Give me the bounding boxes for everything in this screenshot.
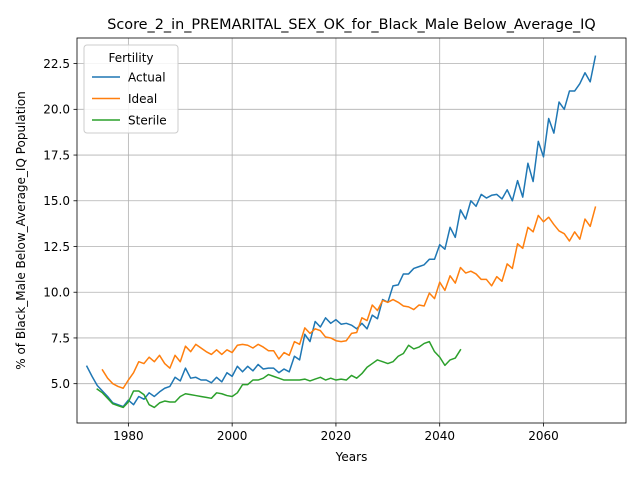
x-tick-label: 2000 — [217, 429, 248, 443]
legend-label-sterile: Sterile — [128, 113, 167, 127]
legend-label-ideal: Ideal — [128, 92, 157, 106]
y-tick-label: 10.0 — [43, 286, 70, 300]
plot-frame — [76, 37, 627, 424]
y-tick-label: 12.5 — [43, 240, 70, 254]
y-tick-label: 15.0 — [43, 194, 70, 208]
y-tick-label: 22.5 — [43, 57, 70, 71]
y-tick-label: 20.0 — [43, 103, 70, 117]
chart-title: Score_2_in_PREMARITAL_SEX_OK_for_Black_M… — [107, 17, 596, 33]
series-line-ideal — [101, 206, 597, 389]
series-lines — [85, 55, 597, 409]
x-tick-label: 2040 — [424, 429, 455, 443]
x-axis: 1980 2000 2020 2040 2060 — [113, 423, 559, 443]
series-line-sterile — [96, 340, 462, 409]
y-tick-label: 5.0 — [51, 377, 70, 391]
x-tick-label: 1980 — [113, 429, 144, 443]
legend: Fertility Actual Ideal Sterile — [83, 44, 179, 134]
legend-box — [83, 44, 179, 134]
y-tick-label: 7.5 — [51, 331, 70, 345]
series-line-actual — [85, 55, 597, 408]
y-tick-label: 17.5 — [43, 148, 70, 162]
y-axis-label: % of Black_Male Below_Average_IQ Populat… — [14, 91, 28, 370]
x-axis-label: Years — [335, 450, 368, 464]
grid-lines — [77, 38, 626, 423]
x-tick-label: 2020 — [321, 429, 352, 443]
legend-title: Fertility — [108, 51, 153, 65]
x-tick-label: 2060 — [528, 429, 559, 443]
legend-label-actual: Actual — [128, 70, 166, 84]
y-axis: 5.0 7.5 10.0 12.5 15.0 17.5 20.0 22.5 — [43, 57, 77, 391]
